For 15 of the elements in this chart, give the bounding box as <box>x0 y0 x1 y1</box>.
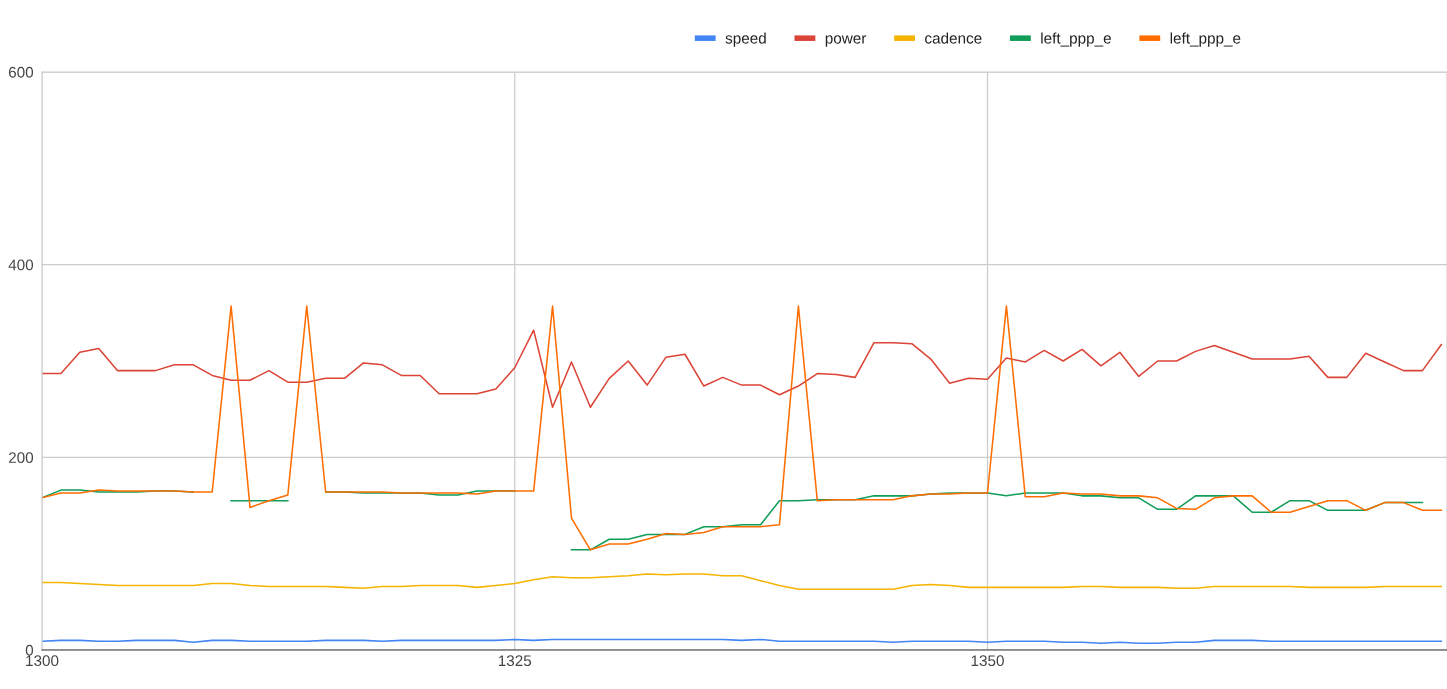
y-tick-label: 600 <box>8 66 34 78</box>
line-series <box>42 573 1443 591</box>
x-tick-label: 1350 <box>971 655 1004 667</box>
line-series <box>42 305 1443 551</box>
legend-label: left_ppp_e <box>1041 32 1111 47</box>
legend-label: cadence <box>925 32 982 44</box>
legend-label: left_ppp_e <box>1170 32 1241 47</box>
x-tick-label: 1300 <box>26 655 59 667</box>
y-tick-label: 0 <box>25 644 34 656</box>
y-tick-label: 200 <box>8 452 34 464</box>
y-tick-label: 400 <box>8 259 34 271</box>
line-series <box>42 329 1443 409</box>
legend-label: power <box>825 35 867 47</box>
legend-label: speed <box>725 32 766 47</box>
x-tick-label: 1325 <box>498 655 532 667</box>
